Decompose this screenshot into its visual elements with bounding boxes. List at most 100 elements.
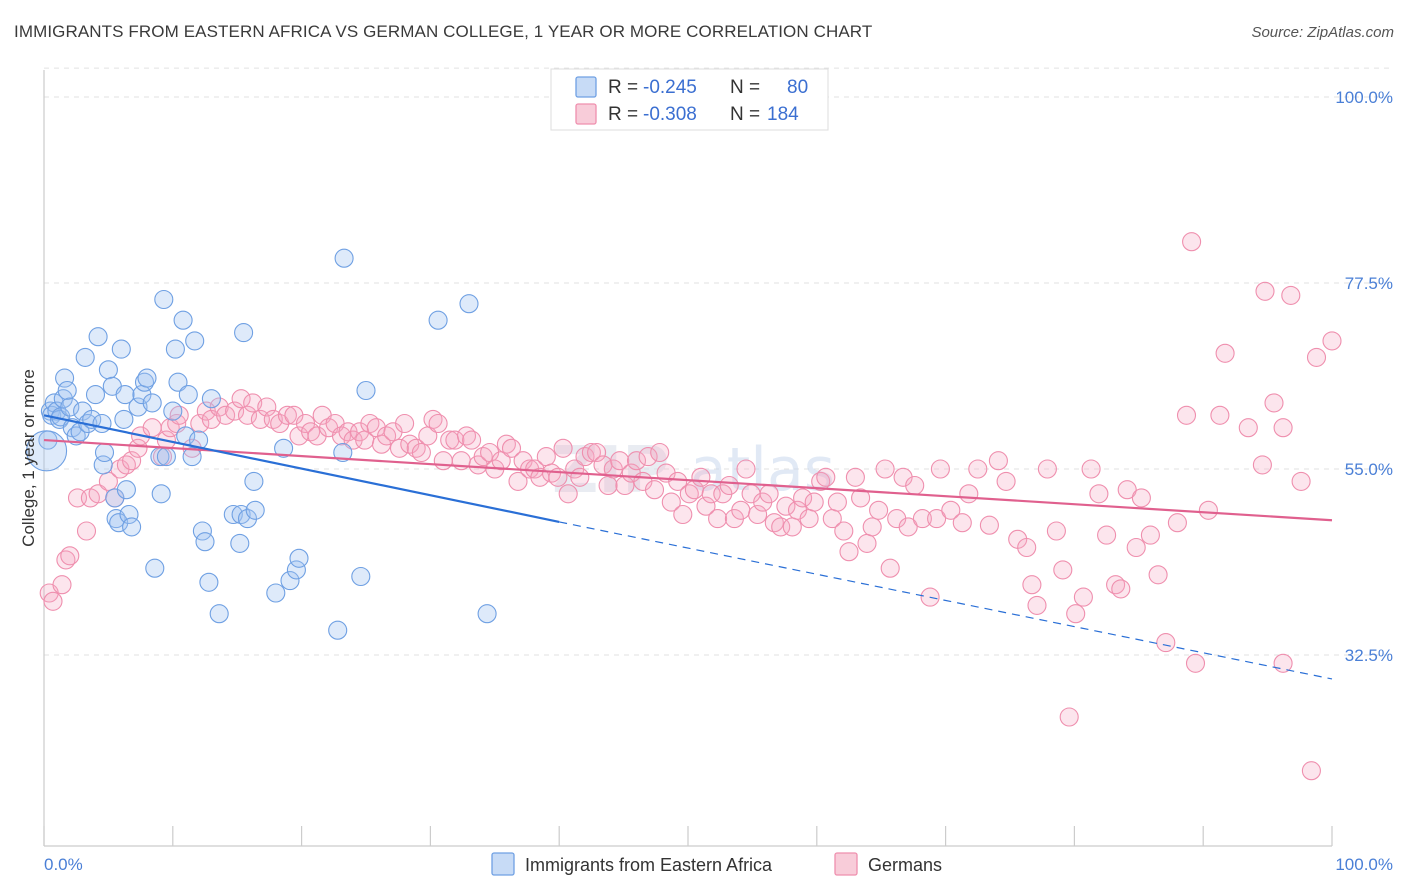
data-point xyxy=(1066,604,1086,624)
data-point xyxy=(1053,560,1073,580)
bottom-legend-label-pink: Germans xyxy=(868,855,942,875)
data-point xyxy=(1073,587,1093,607)
axes xyxy=(43,70,1332,847)
data-point xyxy=(116,480,136,500)
data-point xyxy=(979,515,999,535)
data-point xyxy=(60,397,80,417)
data-point xyxy=(1264,393,1284,413)
data-point xyxy=(1281,285,1301,305)
data-point xyxy=(776,496,796,516)
data-point xyxy=(119,504,139,525)
y-tick-labels: 100.0% 77.5% 55.0% 32.5% xyxy=(1335,88,1393,665)
data-point xyxy=(266,583,286,603)
data-point xyxy=(862,517,882,537)
data-point xyxy=(395,413,415,434)
data-point xyxy=(280,571,300,591)
x-tick-label-max: 100.0% xyxy=(1335,855,1393,874)
data-point xyxy=(1111,579,1131,599)
data-point xyxy=(508,471,528,491)
data-point xyxy=(55,368,75,388)
x-tick-label-min: 0.0% xyxy=(44,855,83,874)
data-point xyxy=(1306,347,1327,367)
data-point xyxy=(85,385,106,405)
data-point xyxy=(912,509,932,529)
data-point xyxy=(428,413,448,434)
data-point xyxy=(156,447,176,467)
data-point xyxy=(111,339,131,359)
data-point xyxy=(799,509,819,529)
data-point xyxy=(661,492,681,512)
bottom-legend-swatch-blue xyxy=(491,852,515,876)
data-point xyxy=(1273,418,1293,438)
data-point xyxy=(114,409,134,429)
data-point xyxy=(209,604,229,624)
data-point xyxy=(857,533,877,553)
legend-box: R = -0.245 N = 80 R = -0.308 N = 184 xyxy=(550,68,829,131)
legend-r-label-pink: R = xyxy=(608,104,638,125)
y-axis-label: College, 1 year or more xyxy=(19,369,38,547)
data-point xyxy=(988,451,1008,471)
data-point xyxy=(122,517,142,537)
data-point xyxy=(190,413,210,434)
trend-lines xyxy=(43,414,1333,680)
data-point xyxy=(1176,405,1197,425)
legend-n-value-pink: 184 xyxy=(767,104,799,125)
data-point xyxy=(1156,633,1176,653)
data-point xyxy=(60,546,80,566)
data-point xyxy=(94,442,115,463)
data-point xyxy=(968,459,988,479)
data-point xyxy=(558,484,578,504)
data-point xyxy=(231,389,251,409)
data-point xyxy=(996,471,1016,491)
data-point xyxy=(869,500,889,520)
data-point xyxy=(1089,484,1109,504)
data-point xyxy=(587,442,607,463)
data-point xyxy=(898,517,918,537)
data-point xyxy=(839,542,859,562)
data-point xyxy=(834,521,854,541)
data-point xyxy=(816,467,836,487)
data-point xyxy=(1148,565,1168,585)
data-point xyxy=(389,438,410,458)
data-point xyxy=(428,310,448,330)
data-point xyxy=(57,380,77,401)
source-label: Source: ZipAtlas.com xyxy=(1251,24,1394,41)
data-point xyxy=(1022,575,1042,595)
data-point xyxy=(286,560,306,580)
legend-r-value-pink: -0.308 xyxy=(643,104,697,125)
data-point xyxy=(137,368,157,388)
data-point xyxy=(333,442,353,463)
data-point xyxy=(151,484,171,504)
data-point xyxy=(1017,537,1037,558)
data-point xyxy=(1301,761,1321,781)
data-point xyxy=(1059,707,1079,727)
data-point xyxy=(930,459,950,479)
data-point xyxy=(257,397,277,417)
y-tick-label: 77.5% xyxy=(1345,274,1393,293)
data-point xyxy=(851,488,871,508)
data-point xyxy=(142,393,162,413)
data-point xyxy=(195,532,215,552)
data-point xyxy=(553,438,573,458)
data-point xyxy=(759,484,779,504)
data-point xyxy=(804,492,824,512)
data-point xyxy=(75,347,95,367)
data-point xyxy=(237,405,258,425)
data-point xyxy=(462,430,482,450)
data-point xyxy=(905,475,925,496)
data-point xyxy=(696,496,716,516)
data-point xyxy=(638,447,658,467)
data-point xyxy=(115,385,135,405)
bottom-legend-swatch-pink xyxy=(834,852,858,876)
data-point xyxy=(875,459,895,479)
data-point xyxy=(277,405,297,425)
data-point xyxy=(610,451,630,471)
data-point xyxy=(644,480,665,500)
data-point xyxy=(673,504,693,525)
data-point xyxy=(168,372,188,392)
data-point xyxy=(959,484,979,504)
data-point xyxy=(701,484,721,504)
data-point xyxy=(793,488,813,508)
data-point xyxy=(1291,471,1311,491)
